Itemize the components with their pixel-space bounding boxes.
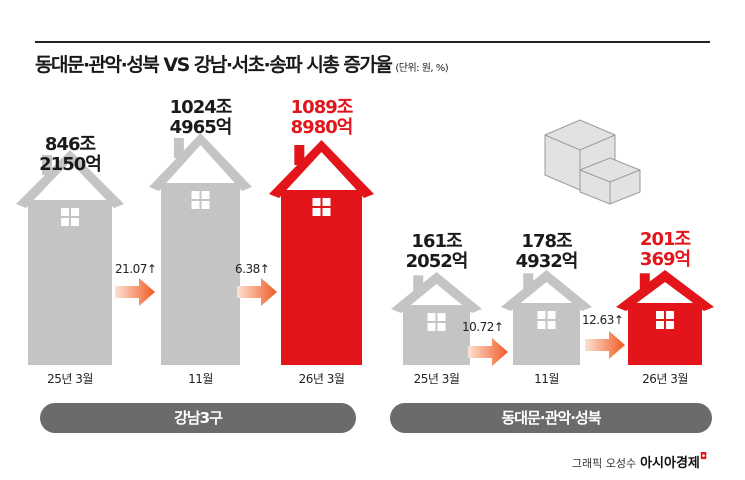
group-label-dongdaemun: 동대문·관악·성북 [390,403,712,433]
window-icon [71,208,79,216]
chart-title: 동대문·관악·성북 VS 강남·서초·송파 시총 증가율 (단위: 원, %) [35,50,449,77]
window-icon [656,311,664,319]
house-roof [149,133,252,191]
data-label-line: 8980억 [290,117,354,138]
arrow-right-icon [585,331,625,359]
window-icon [666,311,674,319]
bar-house-body [628,303,702,365]
data-label-line: 2052억 [405,251,469,272]
house-chimney [294,145,305,165]
title-text: 동대문·관악·성북 VS 강남·서초·송파 시총 증가율 [35,54,393,76]
group-label-gangnam: 강남3구 [40,403,356,433]
data-label-line: 4932억 [515,251,579,272]
window-icon [322,198,331,206]
data-label-line: 178조 [521,231,572,252]
bar-house-body [403,305,470,365]
bar-house-body [513,303,580,365]
growth-rate-label: 12.63↑ [582,313,624,327]
data-label-line: 846조 [44,134,96,155]
window-icon [437,313,446,321]
data-label-line: 369억 [639,249,691,270]
data-label: 178조 4932억 [485,232,608,272]
window-icon [191,201,200,209]
top-rule [35,41,710,43]
period-label: 25년 3월 [413,372,460,386]
window-icon [312,198,321,206]
period-label: 11월 [534,372,559,386]
window-icon [427,313,436,321]
house-roof [269,140,374,198]
graphic-credit: 그래픽 오성수 [571,457,637,470]
credit: 그래픽 오성수 아시아경제◘ [572,452,707,471]
brand-mark-icon: ◘ [699,452,707,462]
house-chimney [173,138,184,158]
arrow-right-icon [115,278,155,306]
window-icon [61,208,69,216]
window-icon [666,321,674,329]
window-icon [427,323,436,331]
money-stack-icon [544,119,641,205]
window-icon [537,311,546,319]
window-icon [437,323,446,331]
window-icon [547,311,556,319]
bar-house-body [281,190,362,365]
house-chimney [42,155,52,175]
window-icon [656,321,664,329]
brand-logo: 아시아경제 [640,456,700,471]
data-label-line: 161조 [411,231,462,252]
data-label-line: 1024조 [169,97,233,118]
data-label: 1089조 8980억 [253,98,390,138]
window-icon [547,321,556,329]
growth-rate-label: 21.07↑ [115,262,157,276]
period-label: 25년 3월 [47,372,93,386]
house-chimney [413,275,424,296]
data-label: 846조 2150억 [0,135,140,175]
house-chimney [523,273,534,294]
data-label-line: 1089조 [290,97,354,118]
arrow-right-icon [468,338,508,366]
data-label: 201조 369억 [600,230,730,270]
window-icon [537,321,546,329]
arrow-right-icon [237,278,277,306]
growth-rate-label: 10.72↑ [462,320,504,334]
window-icon [312,208,321,216]
house-roof [391,272,482,313]
data-label-line: 4965억 [169,117,233,138]
data-label-line: 201조 [639,229,691,250]
unit-label: (단위: 원, %) [395,63,449,74]
window-icon [201,201,210,209]
period-label: 26년 3월 [298,372,345,386]
window-icon [71,218,79,226]
bar-house-body [161,183,240,365]
window-icon [61,218,69,226]
period-label: 11월 [188,372,213,386]
data-label-line: 2150억 [39,154,102,175]
window-icon [191,191,200,199]
house-chimney [639,273,650,294]
bar-house-body [28,200,112,365]
data-label: 1024조 4965억 [133,98,268,138]
house-roof [16,150,124,208]
growth-rate-label: 6.38↑ [235,262,270,276]
house-roof [616,270,714,311]
window-icon [322,208,331,216]
window-icon [201,191,210,199]
period-label: 26년 3월 [642,372,688,386]
data-label: 161조 2052억 [375,232,498,272]
house-roof [501,270,592,311]
